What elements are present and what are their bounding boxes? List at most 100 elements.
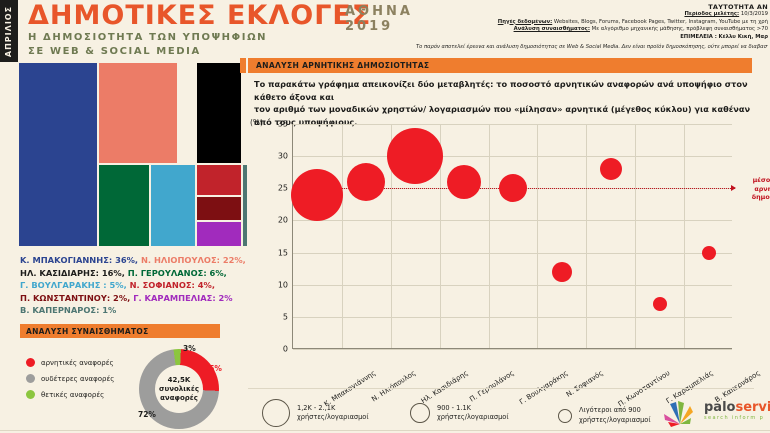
y-axis-tick-label: 0 <box>282 344 288 354</box>
panel-description: Το παρακάτω γράφημα απεικονίζει δύο μετα… <box>254 78 754 128</box>
treemap-tile <box>98 164 150 247</box>
bubble-size-legend: 1,2K - 2.,1K χρήστες/λογαριασμοί 900 - 1.1… <box>262 396 682 428</box>
size-legend-item: 1,2K - 2.,1K χρήστες/λογαριασμοί <box>262 399 369 427</box>
palo-logo-text: paloservices search inform p <box>704 401 770 422</box>
month-tab: ΑΠΡΙΛΙΟΣ <box>0 0 18 62</box>
study-period-value: 10/3/2019 <box>740 11 768 17</box>
chart-bubble <box>701 245 716 260</box>
size-legend-unit: χρήστες/λογαριασμοί <box>437 413 509 421</box>
y-axis-tick-label: 20 <box>277 215 288 225</box>
chart-plot-area: 0 5 10 15 20 25 30 35 Κ. Μπακογιάννης Ν. Ηλιόπουλ… <box>278 120 761 409</box>
candidate-share-entry: Γ. ΒΟΥΛΓΑΡΑΚΗΣ : 5%, <box>20 280 130 291</box>
panel-description-line2: τον αριθμό των μοναδικών χρηστών/ λογαρι… <box>254 104 751 127</box>
treemap-column <box>18 62 98 247</box>
study-sources-key: Πηγές δεδομένων: <box>497 18 553 25</box>
palo-logo-wordmark: paloservices <box>704 401 770 415</box>
page-subtitle-line1: Η ΔΗΜΟΣΙΟΤΗΤΑ ΤΩΝ ΥΠΟΨΗΦΙΩΝ <box>28 32 268 43</box>
panel-section-title: ΑΝΑΛΥΣΗ ΑΡΝΗΤΙΚΗΣ ΔΗΜΟΣΙΟΤΗΤΑΣ <box>256 61 430 70</box>
candidate-share-list: Κ. ΜΠΑΚΟΓΙΑΝΝΗΣ: 36%, Ν. ΗΛΙΟΠΟΥΛΟΣ: 22%… <box>20 254 246 317</box>
header-city-block: ΑΘΗΝΑ 2019 <box>345 4 413 34</box>
sentiment-legend-dot <box>26 374 35 383</box>
study-period-row: Περίοδος μελέτης: 10/3/2019 <box>416 11 768 19</box>
gridline-vertical <box>684 124 686 348</box>
candidate-share-entry: Γ. ΚΑΡΑΜΠΕΛΙΑΣ: 2% <box>133 292 233 303</box>
panel-accent-tick <box>240 58 246 73</box>
donut-label-negative: 25% <box>204 364 222 373</box>
size-legend-range: Λιγότεροι από 900 <box>579 406 641 414</box>
chart-bubble <box>551 261 572 282</box>
study-identity-title: ΤΑΥΤΟΤΗΤΑ ΑΝ <box>708 3 768 11</box>
donut-center-label: 42,5K συνολικές αναφορές <box>155 365 203 413</box>
gridline-vertical <box>488 124 490 348</box>
study-editor-key: ΕΠΙΜΕΛΕΙΑ : <box>680 33 717 40</box>
candidate-share-entry: Π. ΓΕΡΟΥΛΑΝΟΣ: 6%, <box>127 267 227 278</box>
page-title: ΔΗΜΟΤΙΚΕΣ ΕΚΛΟΓΕΣ <box>28 0 372 31</box>
divider-bottom <box>0 430 770 431</box>
study-sources-value: Websites, Blogs, Forums, Facebook Pages,… <box>553 18 768 25</box>
treemap-tile <box>98 62 178 164</box>
treemap-subrow <box>98 164 196 247</box>
header-city: ΑΘΗΝΑ <box>345 4 413 19</box>
y-axis-tick-label: 25 <box>277 183 288 193</box>
chart-bubble <box>599 158 622 180</box>
gridline-vertical <box>537 124 539 348</box>
palo-logo-part2: services <box>735 400 770 415</box>
study-editor-value: Κέλλυ Κική, Μαρ <box>718 33 768 40</box>
treemap-tile <box>196 196 242 221</box>
candidate-share-entry: Ν. ΣΟΦΙΑΝΟΣ: 4%, <box>129 280 215 291</box>
treemap-column <box>98 62 196 247</box>
study-period-key: Περίοδος μελέτης: <box>684 11 740 17</box>
mean-line-arrow <box>731 185 736 192</box>
sentiment-legend-label: ουδέτερες αναφορές <box>41 374 115 383</box>
candidate-share-entry: Ν. ΗΛΙΟΠΟΥΛΟΣ: 22%, <box>140 255 246 265</box>
gridline-horizontal <box>293 124 732 125</box>
sentiment-donut-wrap: 42,5K συνολικές αναφορές 3% 25% 72% <box>136 344 228 430</box>
gridline-horizontal <box>293 220 732 222</box>
treemap-tile <box>150 164 196 247</box>
mean-line-label-line: αρνητικής <box>754 184 770 193</box>
gridline-horizontal <box>293 316 732 318</box>
chart-bubble <box>447 164 482 199</box>
sentiment-legend-item: ουδέτερες αναφορές <box>26 374 114 383</box>
panel-description-line1: Το παρακάτω γράφημα απεικονίζει δύο μετα… <box>254 79 748 102</box>
gridline-vertical <box>341 124 343 348</box>
gridline-horizontal <box>293 252 732 254</box>
treemap-tile <box>196 62 242 164</box>
treemap-tile <box>242 164 248 247</box>
chart-bubble <box>291 168 344 221</box>
study-sentiment-key: Ανάλυση συναισθήματος: <box>513 26 590 33</box>
sentiment-section-header: ΑΝΑΛΥΣΗ ΣΥΝΑΙΣΘΗΜΑΤΟΣ <box>20 324 220 338</box>
divider-mid <box>248 388 754 389</box>
palo-logo-tagline: search inform p <box>704 415 765 421</box>
chart-bubble <box>652 297 667 311</box>
header-title-block: ΔΗΜΟΤΙΚΕΣ ΕΚΛΟΓΕΣ Η ΔΗΜΟΣΙΟΤΗΤΑ ΤΩΝ ΥΠΟΨ… <box>28 2 371 58</box>
candidate-share-line: Γ. ΒΟΥΛΓΑΡΑΚΗΣ : 5%, Ν. ΣΟΦΙΑΝΟΣ: 4%, <box>20 279 236 292</box>
donut-label-positive: 3% <box>183 344 196 353</box>
sentiment-legend-label: θετικές αναφορές <box>41 390 105 399</box>
donut-total-caption-2: αναφορές <box>160 393 198 402</box>
gridline-horizontal <box>293 284 732 286</box>
treemap-tile <box>196 164 242 196</box>
gridline-vertical <box>635 124 637 348</box>
sentiment-legend-dot <box>26 358 35 367</box>
candidate-share-entry: ΗΛ. ΚΑΣΙΔΙΑΡΗΣ: 16%, <box>20 267 128 278</box>
donut-total-value: 42,5K <box>167 375 191 384</box>
gridline-vertical <box>390 124 392 348</box>
study-editor-row: ΕΠΙΜΕΛΕΙΑ : Κέλλυ Κική, Μαρ <box>416 34 768 42</box>
page-subtitle-line2: ΣΕ WEB & SOCIAL MEDIA <box>28 46 201 57</box>
treemap-tile <box>196 221 242 247</box>
negative-publicity-chart: (%) 0 5 10 15 20 25 30 35 Κ. Μπακογιάννης Ν. Ηλιό… <box>248 108 770 409</box>
study-disclaimer: Το παρόν αποτελεί έρευνα και ανάλυση δημ… <box>416 44 768 51</box>
mean-line-label-line: δημοσιότητ <box>751 193 770 202</box>
size-legend-unit: χρήστες/λογαριασμοί <box>297 413 369 421</box>
gridline-horizontal <box>293 156 732 158</box>
month-label: ΑΠΡΙΛΙΟΣ <box>4 5 14 57</box>
header-year: 2019 <box>345 19 394 34</box>
y-axis-tick-label: 10 <box>277 280 288 290</box>
gridline-horizontal <box>293 349 732 350</box>
sentiment-legend-dot <box>26 390 35 399</box>
size-legend-circle <box>558 408 572 423</box>
palo-services-logo: paloservices search inform p <box>660 398 770 430</box>
study-sentiment-value: Με αλγόριθμο μηχανικής μάθησης, πρόβλεψη… <box>591 26 768 33</box>
